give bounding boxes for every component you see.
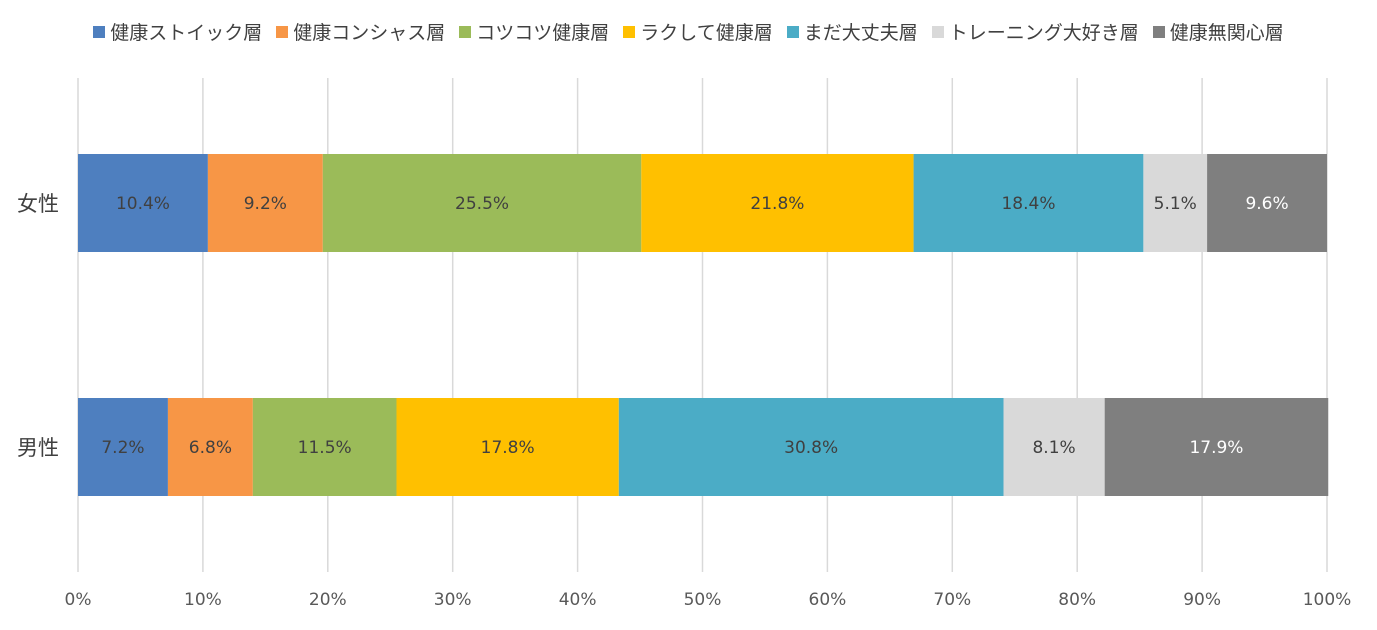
legend-item: 健康コンシャス層: [276, 18, 445, 45]
x-tick-label: 0%: [65, 590, 92, 610]
data-label: 9.6%: [1245, 194, 1288, 214]
bar-segment: [641, 154, 914, 252]
bar-segment: [913, 154, 1144, 252]
legend-label: 健康無関心層: [1169, 22, 1284, 44]
legend-label: トレーニング大好き層: [948, 22, 1139, 44]
chart-legend: 健康ストイック層 健康コンシャス層 コツコツ健康層 ラクして健康層 まだ大丈夫層 トレーニ…: [0, 18, 1377, 45]
legend-swatch: [931, 25, 944, 38]
bar-segment: [78, 398, 168, 496]
x-tick-label: 80%: [1058, 590, 1096, 610]
x-tick-label: 60%: [809, 590, 847, 610]
legend-item: ラクして健康層: [623, 18, 773, 45]
legend-label: まだ大丈夫層: [803, 22, 918, 44]
legend-item: 健康ストイック層: [93, 18, 262, 45]
legend-item: 健康無関心層: [1152, 18, 1284, 45]
bar-segment: [618, 398, 1004, 496]
bar-segment: [1143, 154, 1208, 252]
legend-item: まだ大丈夫層: [786, 18, 918, 45]
data-label: 5.1%: [1154, 194, 1197, 214]
legend-item: コツコツ健康層: [459, 18, 609, 45]
data-label: 18.4%: [1001, 194, 1055, 214]
data-label: 25.5%: [455, 194, 509, 214]
x-tick-label: 30%: [434, 590, 472, 610]
legend-swatch: [1152, 25, 1165, 38]
x-tick-label: 40%: [559, 590, 597, 610]
legend-swatch: [786, 25, 799, 38]
data-label: 17.8%: [481, 438, 535, 458]
data-label: 7.2%: [101, 438, 144, 458]
x-tick-label: 10%: [184, 590, 222, 610]
bar-segment: [396, 398, 619, 496]
legend-swatch: [459, 25, 472, 38]
x-tick-label: 90%: [1183, 590, 1221, 610]
data-label: 11.5%: [298, 438, 352, 458]
bar-segment: [322, 154, 642, 252]
data-label: 21.8%: [750, 194, 804, 214]
x-tick-label: 20%: [309, 590, 347, 610]
legend-label: 健康ストイック層: [110, 22, 263, 44]
bar-segment: [1207, 154, 1327, 252]
bar-segment: [167, 398, 253, 496]
x-tick-label: 70%: [933, 590, 971, 610]
bar-segment: [78, 154, 208, 252]
data-label: 9.2%: [244, 194, 287, 214]
x-tick-label: 100%: [1303, 590, 1352, 610]
legend-label: 健康コンシャス層: [293, 22, 446, 44]
legend-swatch: [93, 25, 106, 38]
x-tick-label: 50%: [684, 590, 722, 610]
data-label: 30.8%: [784, 438, 838, 458]
data-label: 17.9%: [1189, 438, 1243, 458]
data-label: 6.8%: [189, 438, 232, 458]
legend-item: トレーニング大好き層: [931, 18, 1139, 45]
legend-swatch: [623, 25, 636, 38]
data-label: 8.1%: [1032, 438, 1075, 458]
bar-segment: [1104, 398, 1329, 496]
legend-label: ラクして健康層: [640, 22, 773, 44]
data-label: 10.4%: [116, 194, 170, 214]
legend-swatch: [276, 25, 289, 38]
category-label: 女性: [17, 192, 59, 216]
bar-segment: [207, 154, 323, 252]
legend-label: コツコツ健康層: [476, 22, 610, 44]
bar-segment: [1003, 398, 1105, 496]
bar-segment: [252, 398, 397, 496]
category-label: 男性: [17, 436, 59, 460]
